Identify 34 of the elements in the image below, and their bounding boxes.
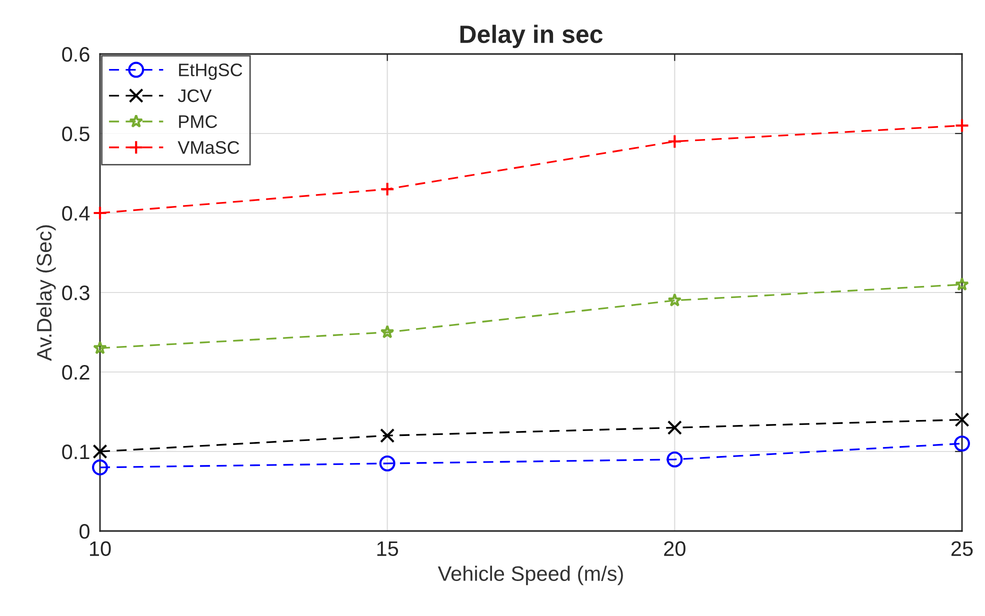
x-tick-label: 15 [377, 541, 398, 556]
x-tick-label: 25 [951, 541, 973, 556]
point [667, 134, 682, 149]
x-tick-label: 20 [664, 541, 686, 556]
point [92, 444, 108, 459]
point [668, 293, 682, 307]
y-tick-label: 0.6 [62, 47, 90, 62]
legend-label: EtHgSC [179, 64, 242, 80]
legend-label: PMC [179, 115, 218, 128]
point [379, 455, 396, 472]
point [380, 182, 395, 196]
y-tick-label: 0.4 [62, 206, 90, 221]
y-tick-label: 0.1 [62, 444, 90, 460]
y-tick-label: 0.2 [62, 365, 90, 380]
point [666, 451, 683, 468]
y-axis-title: Av.Delay (Sec) [36, 225, 56, 361]
y-tick-label: 0 [80, 524, 90, 539]
point [92, 459, 108, 476]
y-tick-label: 0.5 [62, 126, 90, 142]
point [954, 436, 970, 452]
x-tick-label: 10 [90, 541, 111, 556]
chart-title: Delay in sec [460, 24, 603, 48]
point [667, 420, 682, 435]
point [380, 428, 395, 443]
point [954, 118, 970, 133]
point [954, 412, 970, 427]
point [955, 277, 969, 291]
y-tick-label: 0.3 [62, 286, 90, 300]
x-axis-title: Vehicle Speed (m/s) [438, 566, 623, 586]
point [93, 340, 107, 354]
legend-label: JCV [178, 89, 212, 102]
point [92, 206, 108, 220]
legend-label: VMaSC [178, 141, 240, 154]
point [380, 324, 394, 338]
